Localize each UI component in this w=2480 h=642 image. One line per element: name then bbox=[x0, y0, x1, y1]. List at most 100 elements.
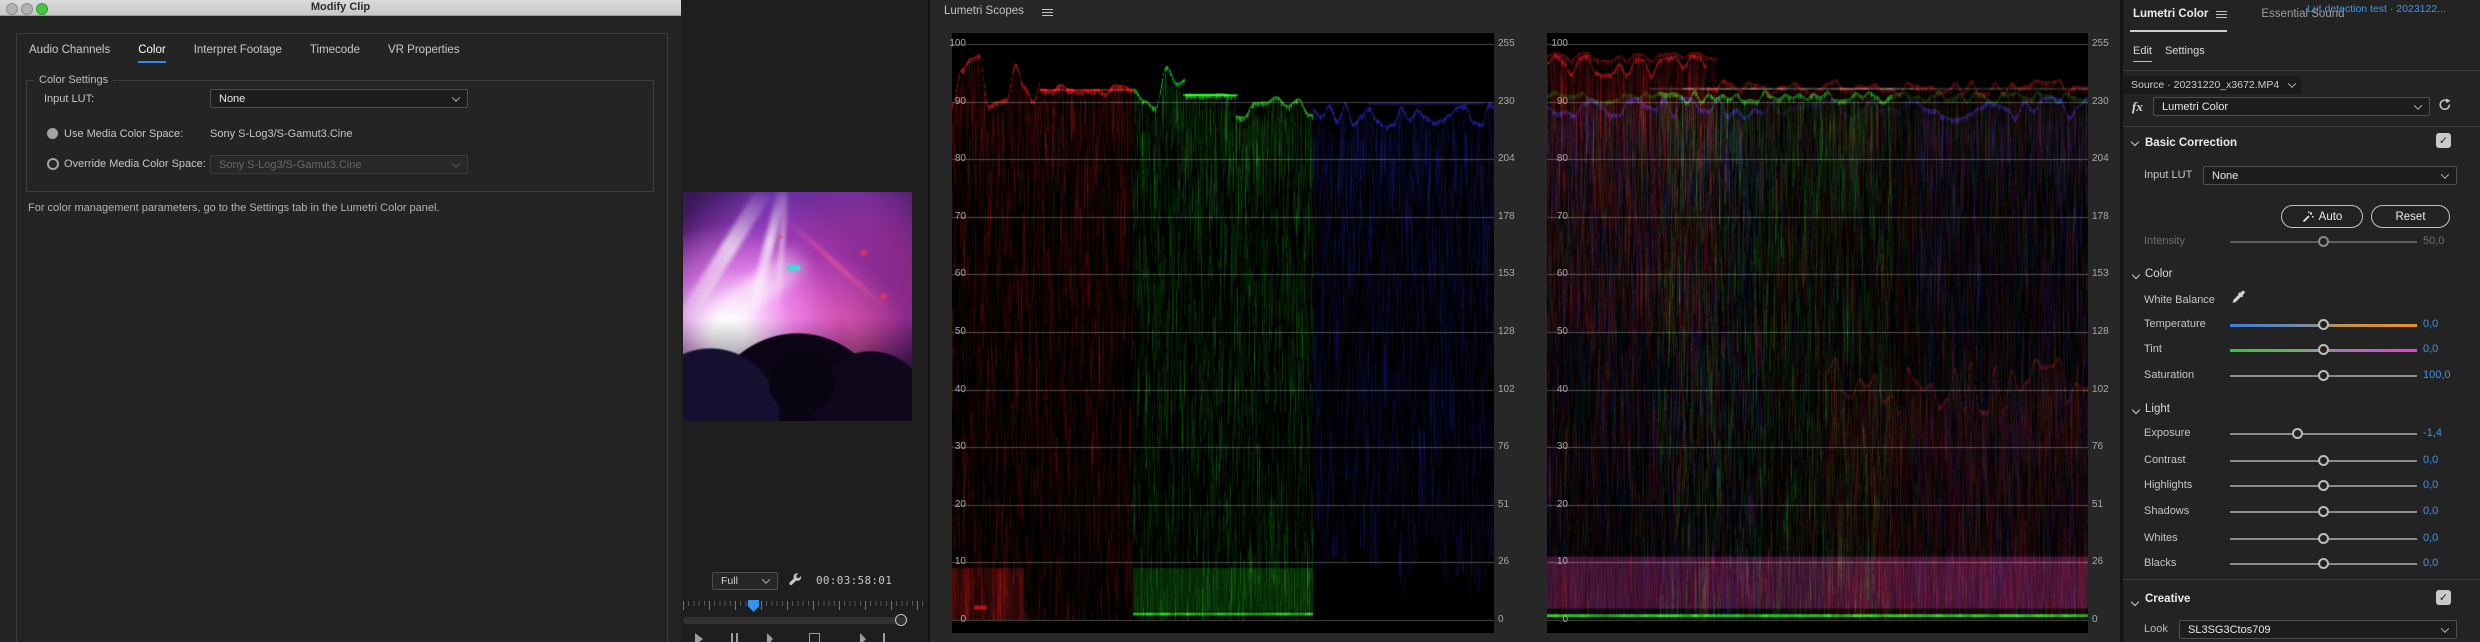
saturation-value[interactable]: 100,0 bbox=[2423, 369, 2451, 381]
blacks-slider-track[interactable] bbox=[2230, 563, 2417, 565]
highlights-slider-track[interactable] bbox=[2230, 485, 2417, 487]
temperature-slider-handle[interactable] bbox=[2318, 319, 2329, 330]
reset-effect-icon[interactable] bbox=[2437, 98, 2451, 112]
override-media-color-space-radio[interactable] bbox=[47, 158, 59, 170]
highlights-slider-handle[interactable] bbox=[2318, 480, 2329, 491]
whites-slider-track[interactable] bbox=[2230, 538, 2417, 540]
basic-correction-section-title[interactable]: Basic Correction bbox=[2145, 137, 2238, 149]
step-icon[interactable] bbox=[767, 633, 773, 642]
whites-value[interactable]: 0,0 bbox=[2423, 532, 2439, 544]
use-media-color-space-value: Sony S-Log3/S-Gamut3.Cine bbox=[210, 128, 353, 140]
dialog-tab-color[interactable]: Color bbox=[138, 44, 166, 63]
edit-settings-tab-bar: Edit Settings bbox=[2133, 45, 2205, 62]
contrast-value[interactable]: 0,0 bbox=[2423, 454, 2439, 466]
exposure-slider-handle[interactable] bbox=[2291, 428, 2303, 439]
source-clip-selector[interactable]: Source · 20231220_x3672.MP4 bbox=[2123, 76, 2301, 94]
sequence-clip-link[interactable]: Lut detection test · 2023122... bbox=[2307, 3, 2446, 15]
settings-wrench-icon[interactable] bbox=[788, 573, 802, 587]
tint-label: Tint bbox=[2144, 343, 2162, 355]
white-balance-label: White Balance bbox=[2144, 294, 2215, 306]
color-section-title[interactable]: Color bbox=[2145, 268, 2173, 280]
axis-tick-label: 178 bbox=[1498, 210, 1515, 222]
panel-tab-essential-sound[interactable]: Essential Sound bbox=[2261, 8, 2345, 20]
intensity-slider-handle[interactable] bbox=[2318, 236, 2329, 247]
contrast-slider-track[interactable] bbox=[2230, 460, 2417, 462]
dialog-tab-audio-channels[interactable]: Audio Channels bbox=[29, 44, 111, 56]
panel-menu-icon[interactable] bbox=[1042, 9, 1053, 16]
window-zoom-button[interactable] bbox=[36, 3, 48, 15]
highlights-value[interactable]: 0,0 bbox=[2423, 479, 2439, 491]
temperature-label: Temperature bbox=[2144, 318, 2206, 330]
blacks-slider-handle[interactable] bbox=[2318, 558, 2329, 569]
shadows-slider-track[interactable] bbox=[2230, 511, 2417, 513]
creative-section-title[interactable]: Creative bbox=[2145, 593, 2191, 605]
reset-button-label: Reset bbox=[2395, 210, 2426, 223]
input-lut-label: Input LUT bbox=[2144, 169, 2193, 181]
mark-in-icon[interactable] bbox=[736, 633, 738, 642]
zoom-level-select[interactable]: Full bbox=[712, 572, 778, 590]
contrast-slider-handle[interactable] bbox=[2318, 455, 2329, 466]
collapse-chevron-icon[interactable] bbox=[2131, 270, 2141, 280]
scrollbar-end-handle[interactable] bbox=[895, 614, 907, 626]
mark-in-icon[interactable] bbox=[731, 633, 733, 642]
axis-tick-label: 80 bbox=[954, 153, 966, 165]
panel-menu-icon[interactable] bbox=[2216, 10, 2228, 18]
dialog-tab-interpret-footage[interactable]: Interpret Footage bbox=[193, 44, 282, 56]
effect-selector-dropdown[interactable]: Lumetri Color bbox=[2153, 97, 2430, 116]
collapse-chevron-icon[interactable] bbox=[2130, 137, 2140, 147]
intensity-value[interactable]: 50,0 bbox=[2423, 235, 2445, 247]
auto-button[interactable]: Auto bbox=[2281, 205, 2363, 228]
temperature-value[interactable]: 0,0 bbox=[2423, 318, 2439, 330]
transport-controls-cropped[interactable] bbox=[681, 632, 928, 642]
saturation-slider-track[interactable] bbox=[2230, 375, 2417, 377]
exposure-slider-track[interactable] bbox=[2230, 433, 2417, 435]
window-minimize-button[interactable] bbox=[21, 3, 33, 15]
dialog-title: Modify Clip bbox=[310, 1, 371, 13]
chevron-down-icon bbox=[761, 575, 771, 584]
tint-slider-track[interactable] bbox=[2230, 349, 2417, 352]
temperature-slider-track[interactable] bbox=[2230, 324, 2417, 327]
play-button-icon[interactable] bbox=[695, 633, 703, 642]
tint-value[interactable]: 0,0 bbox=[2423, 343, 2439, 355]
shadows-value[interactable]: 0,0 bbox=[2423, 505, 2439, 517]
dialog-tab-vr-properties[interactable]: VR Properties bbox=[388, 44, 460, 56]
contrast-label: Contrast bbox=[2144, 454, 2186, 466]
use-media-color-space-radio[interactable] bbox=[47, 128, 58, 139]
marker-icon[interactable] bbox=[883, 633, 885, 642]
step-forward-icon[interactable] bbox=[860, 633, 866, 642]
light-section-title[interactable]: Light bbox=[2145, 403, 2170, 415]
mode-tab-edit[interactable]: Edit bbox=[2133, 45, 2152, 62]
axis-tick-label: 30 bbox=[1556, 441, 1568, 453]
mode-tab-settings[interactable]: Settings bbox=[2164, 45, 2205, 57]
playhead-marker[interactable] bbox=[748, 600, 759, 612]
whites-label: Whites bbox=[2144, 532, 2178, 544]
panel-tab-lumetri-color[interactable]: Lumetri Color bbox=[2133, 8, 2209, 20]
tint-slider-handle[interactable] bbox=[2318, 344, 2329, 355]
creative-enabled-checkbox[interactable]: ✓ bbox=[2436, 590, 2451, 605]
auto-button-label: Auto bbox=[2318, 210, 2343, 223]
exposure-value[interactable]: -1,4 bbox=[2423, 427, 2442, 439]
collapse-chevron-icon[interactable] bbox=[2130, 597, 2140, 607]
dialog-tab-timecode[interactable]: Timecode bbox=[309, 44, 360, 56]
scope2-percent-axis: 100 90 80 70 60 50 40 30 20 10 0 bbox=[1522, 0, 1568, 642]
collapse-chevron-icon[interactable] bbox=[2131, 405, 2141, 415]
export-frame-icon[interactable] bbox=[809, 633, 820, 642]
monitor-scrollbar[interactable] bbox=[683, 617, 908, 624]
saturation-slider-handle[interactable] bbox=[2318, 370, 2329, 381]
monitor-timeline-ruler[interactable] bbox=[683, 601, 924, 612]
basic-correction-enabled-checkbox[interactable]: ✓ bbox=[2436, 133, 2451, 148]
input-lut-dropdown[interactable]: None bbox=[2203, 166, 2457, 185]
look-dropdown[interactable]: SL3SG3Ctos709 bbox=[2179, 620, 2457, 639]
reset-button[interactable]: Reset bbox=[2371, 205, 2450, 228]
chevron-down-icon bbox=[451, 158, 461, 168]
input-lut-dropdown[interactable]: None bbox=[210, 89, 468, 108]
axis-tick-label: 255 bbox=[1498, 38, 1515, 49]
blacks-value[interactable]: 0,0 bbox=[2423, 557, 2439, 569]
stage-light-dot bbox=[859, 248, 868, 257]
window-close-button[interactable] bbox=[6, 3, 18, 15]
whites-slider-handle[interactable] bbox=[2318, 533, 2329, 544]
shadows-slider-handle[interactable] bbox=[2318, 506, 2329, 517]
axis-tick-label: 128 bbox=[2092, 326, 2109, 337]
eyedropper-icon[interactable] bbox=[2231, 290, 2246, 305]
intensity-slider-track[interactable] bbox=[2230, 241, 2417, 243]
